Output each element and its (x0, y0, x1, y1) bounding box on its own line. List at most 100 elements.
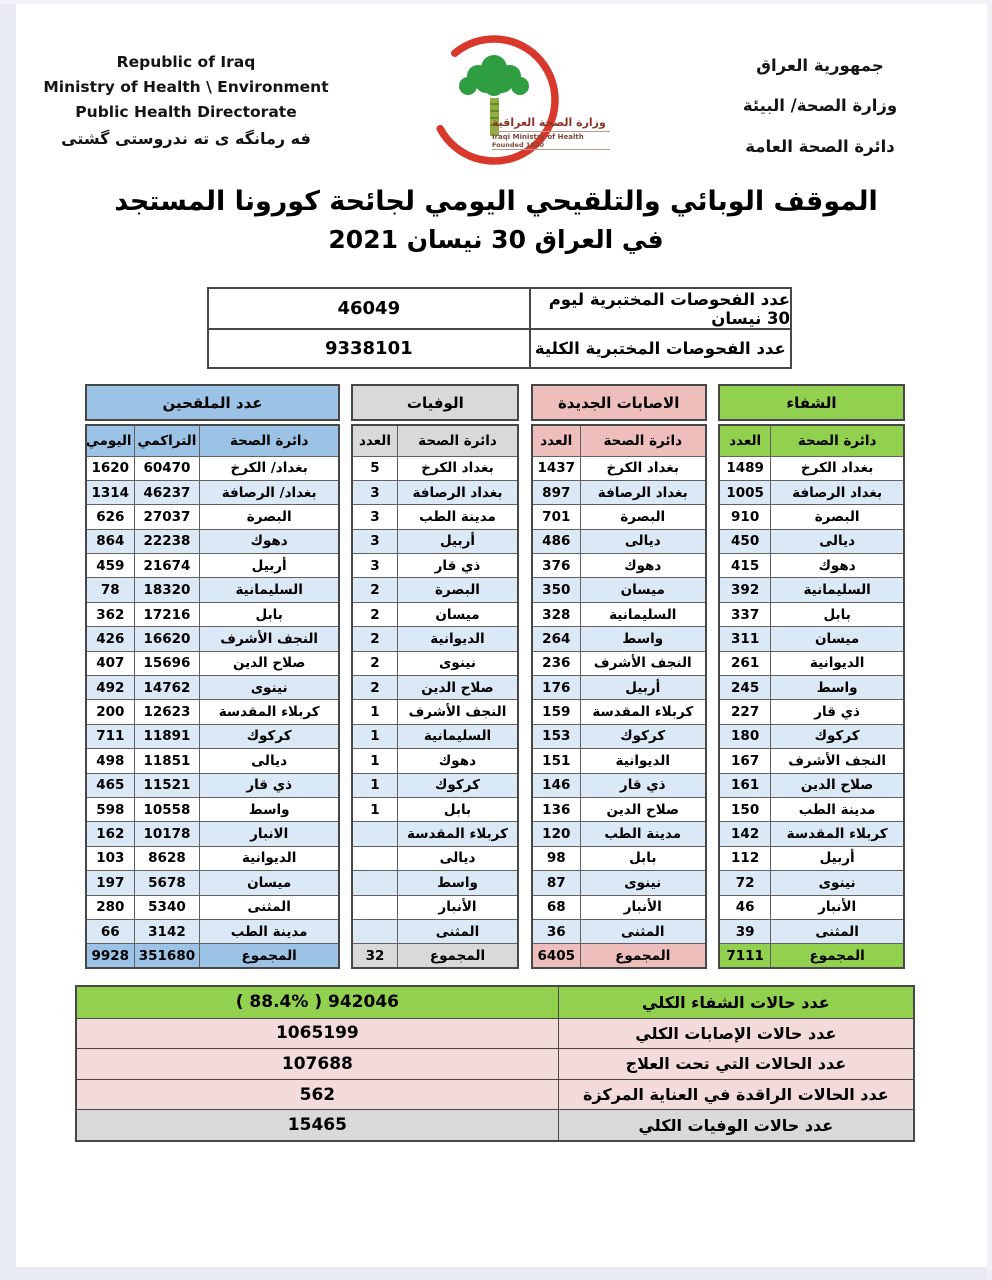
table-cell: 161 (718, 772, 772, 798)
table-row: 280 5340 المثنى (85, 894, 340, 920)
logo-caption: وزارة الصحة العراقية Iraqi Ministry of H… (492, 116, 610, 150)
table-cell: دهوك (199, 528, 340, 555)
table-cell: النجف الأشرف (579, 650, 707, 677)
table-row: 1 كركوك (351, 772, 519, 798)
table-cell: 328 (531, 601, 581, 628)
table-cell: مدينة الطب (396, 504, 519, 530)
table-cell: 498 (85, 748, 135, 774)
table-cell (351, 845, 398, 872)
table-cell: مدينة الطب (199, 918, 340, 945)
table-cell: دهوك (396, 748, 519, 774)
table-row: 1 بابل (351, 796, 519, 823)
column-header-daily: اليومي (85, 424, 135, 457)
table-cell: 261 (718, 650, 772, 677)
table-cell: السليمانية (199, 577, 340, 603)
table-cell: 350 (531, 577, 581, 603)
table-row: 1 دهوك (351, 748, 519, 774)
table-cell: 2 (351, 626, 398, 652)
table-cell: كركوك (579, 723, 707, 750)
table-row: 311 ميسان (718, 626, 905, 652)
table-cell: 3 (351, 528, 398, 555)
table-cell: المثنى (199, 894, 340, 920)
table-cell: 227 (718, 699, 772, 725)
table-total-row: 32 المجموع (351, 943, 519, 969)
table-cell: صلاح الدين (579, 796, 707, 823)
table-cell: 46237 (133, 479, 201, 506)
table-header-row: العدد دائرة الصحة (718, 424, 905, 457)
table-total-row: 9928 351680 المجموع (85, 943, 340, 969)
header-line-ministry: Ministry of Health \ Environment (43, 77, 329, 96)
table-row: عدد حالات الوفيات الكلي 15465 (77, 1109, 913, 1140)
table-cell: 1437 (531, 455, 581, 481)
total-count: 7111 (718, 943, 772, 969)
table-row: 146 ذي قار (531, 772, 707, 798)
table-cell: 197 (85, 870, 135, 896)
table-row: عدد الفحوصات المختبرية ليوم 30 نيسان 460… (209, 289, 790, 328)
logo-arabic-name: وزارة الصحة العراقية (492, 116, 606, 129)
table-cell: الديوانية (579, 748, 707, 774)
table-cell: الأنبار (396, 894, 519, 920)
header-ar-line-ministry: وزارة الصحة/ البيئة (742, 96, 898, 116)
title-line-2: في العراق 30 نيسان 2021 (328, 225, 664, 254)
table-row: 112 أربيل (718, 845, 905, 872)
table-cell: 78 (85, 577, 135, 603)
table-cell: 245 (718, 675, 772, 701)
table-cell: دهوك (770, 553, 905, 579)
header-line-kurdish: فه رمانگه ی ته ندروستی گشتی (61, 129, 311, 149)
table-cell: 176 (531, 675, 581, 701)
table-cell: المثنى (770, 918, 905, 945)
table-cell: 200 (85, 699, 135, 725)
lab-tests-table: عدد الفحوصات المختبرية ليوم 30 نيسان 460… (207, 287, 792, 369)
table-row: 598 10558 واسط (85, 796, 340, 823)
table-row: 407 15696 صلاح الدين (85, 650, 340, 677)
table-cell: صلاح الدين (770, 772, 905, 798)
table-cell: 16620 (133, 626, 201, 652)
table-cell: النجف الأشرف (199, 626, 340, 652)
table-row: 176 أربيل (531, 675, 707, 701)
table-cell: ديالى (199, 748, 340, 774)
page-title: الموقف الوبائي والتلقيحي اليومي لجائحة ك… (0, 186, 992, 254)
table-row: 3 بغداد الرصافة (351, 479, 519, 506)
header-ar-line-directorate: دائرة الصحة العامة (745, 136, 895, 156)
table-cell: النجف الأشرف (770, 748, 905, 774)
table-row: 362 17216 بابل (85, 601, 340, 628)
table-row: 1489 بغداد الكرخ (718, 455, 905, 481)
table-cell: 1 (351, 723, 398, 750)
table-cell: 1620 (85, 455, 135, 481)
table-cell: 492 (85, 675, 135, 701)
column-header-count: العدد (531, 424, 581, 457)
table-cell: مدينة الطب (770, 796, 905, 823)
table-row: 3 ذي قار (351, 553, 519, 579)
total-label: المجموع (396, 943, 519, 969)
table-cell (351, 821, 398, 847)
table-row: 2 ميسان (351, 601, 519, 628)
table-row: 39 المثنى (718, 918, 905, 945)
table-cell: كركوك (199, 723, 340, 750)
table-row: 1 النجف الأشرف (351, 699, 519, 725)
table-cell: بغداد الرصافة (770, 479, 905, 506)
table-cell: السليمانية (770, 577, 905, 603)
crescent-palm-icon (429, 35, 559, 165)
table-cell: 136 (531, 796, 581, 823)
table-cell: 450 (718, 528, 772, 555)
table-row: 1437 بغداد الكرخ (531, 455, 707, 481)
total-recoveries-label: عدد حالات الشفاء الكلي (557, 987, 913, 1018)
title-line-1: الموقف الوبائي والتلقيحي اليومي لجائحة ك… (114, 186, 878, 217)
icu-cases-label: عدد الحالات الراقدة في العناية المركزة (557, 1079, 913, 1110)
table-cell: 264 (531, 626, 581, 652)
under-treatment-value: 107688 (77, 1049, 558, 1079)
table-cell: 415 (718, 553, 772, 579)
table-cell: نينوى (770, 870, 905, 896)
table-cell: 311 (718, 626, 772, 652)
table-cell: 159 (531, 699, 581, 725)
icu-cases-value: 562 (77, 1079, 558, 1110)
table-cell: 1 (351, 748, 398, 774)
table-row: 5 بغداد الكرخ (351, 455, 519, 481)
daily-tests-label: عدد الفحوصات المختبرية ليوم 30 نيسان (528, 289, 790, 328)
new-infections-table: الاصابات الجديدة العدد دائرة الصحة 1437 ب… (530, 384, 707, 970)
table-cell: 5678 (133, 870, 201, 896)
table-cell: مدينة الطب (579, 821, 707, 847)
total-infections-label: عدد حالات الإصابات الكلي (557, 1018, 913, 1049)
table-cell: دهوك (579, 553, 707, 579)
table-cell: ميسان (199, 870, 340, 896)
